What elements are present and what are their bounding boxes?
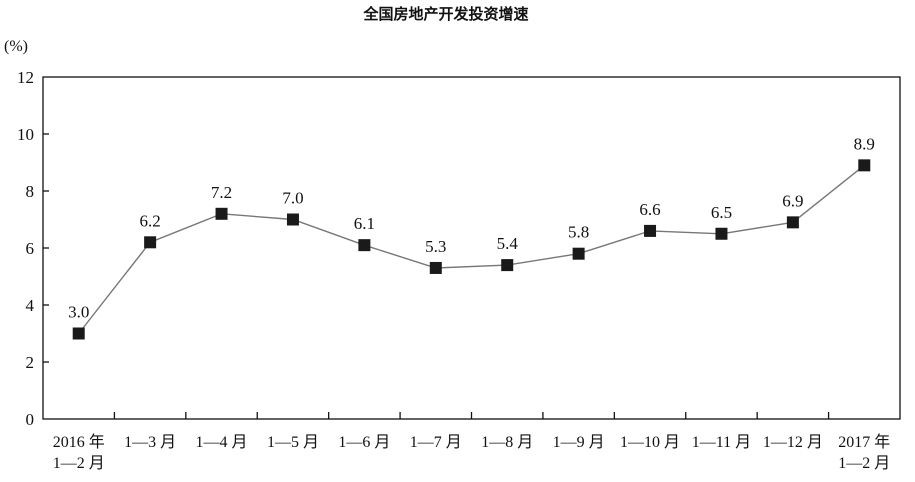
y-tick-label: 6	[26, 239, 35, 258]
x-tick-label: 1—12 月	[763, 434, 823, 451]
data-point-marker	[286, 213, 299, 226]
data-label: 8.9	[854, 134, 875, 153]
y-tick-label: 12	[17, 68, 34, 87]
data-label: 5.8	[568, 223, 589, 242]
x-tick-label: 1—9 月	[553, 434, 605, 451]
x-tick-label: 2016 年	[53, 433, 105, 451]
data-label: 7.2	[211, 183, 232, 202]
axes: 0 2 4 6 8 10 12 2016 年 1—2 月 1—3 月 1—4 月 1—5 月 1—6 月…	[17, 68, 901, 472]
x-tick-label: 1—11 月	[692, 434, 751, 451]
data-point-marker	[644, 224, 657, 237]
x-tick-label: 1—8 月	[481, 434, 533, 451]
x-tick-label: 1—6 月	[338, 434, 390, 451]
x-tick-label: 1—7 月	[410, 434, 462, 451]
x-tick-label: 1—2 月	[838, 455, 890, 472]
data-point-marker	[572, 247, 585, 260]
x-tick-label: 1—5 月	[267, 434, 319, 451]
data-label: 6.2	[140, 211, 161, 230]
x-tick-label: 1—2 月	[53, 455, 105, 472]
y-tick-label: 0	[26, 410, 35, 429]
y-tick-label: 2	[26, 353, 35, 372]
data-label: 6.5	[711, 203, 732, 222]
data-label: 5.4	[497, 234, 519, 253]
plot-frame	[42, 76, 901, 420]
y-tick-label: 8	[26, 182, 35, 201]
x-tick-label: 2017 年	[838, 433, 890, 451]
data-label: 6.6	[639, 200, 660, 219]
y-tick-label: 10	[17, 125, 34, 144]
data-point-marker	[358, 239, 371, 252]
x-tick-label: 1—3 月	[124, 434, 176, 451]
chart-title: 全国房地产开发投资增速	[362, 5, 528, 23]
data-point-marker	[429, 261, 442, 274]
data-point-marker	[144, 236, 157, 249]
y-tick-label: 4	[26, 296, 35, 315]
series-line-path	[78, 164, 865, 334]
x-tick-label: 1—10 月	[620, 434, 680, 451]
data-label: 7.0	[282, 189, 303, 208]
data-point-marker	[715, 227, 728, 240]
data-label: 6.9	[782, 191, 803, 210]
data-point-marker	[858, 159, 871, 172]
data-point-marker	[501, 259, 514, 272]
data-point-marker	[72, 327, 85, 340]
series-line: 3.0 6.2 7.2 7.0 6.1 5.3 5.4 5.8 6.6 6.5 6.9 8.9	[68, 134, 875, 340]
data-label: 3.0	[68, 303, 89, 322]
y-axis-unit-label: (%)	[4, 38, 28, 55]
x-tick-label: 1—4 月	[196, 434, 248, 451]
data-label: 5.3	[425, 237, 446, 256]
data-point-marker	[215, 207, 228, 220]
data-point-marker	[786, 216, 799, 229]
data-label: 6.1	[354, 214, 375, 233]
